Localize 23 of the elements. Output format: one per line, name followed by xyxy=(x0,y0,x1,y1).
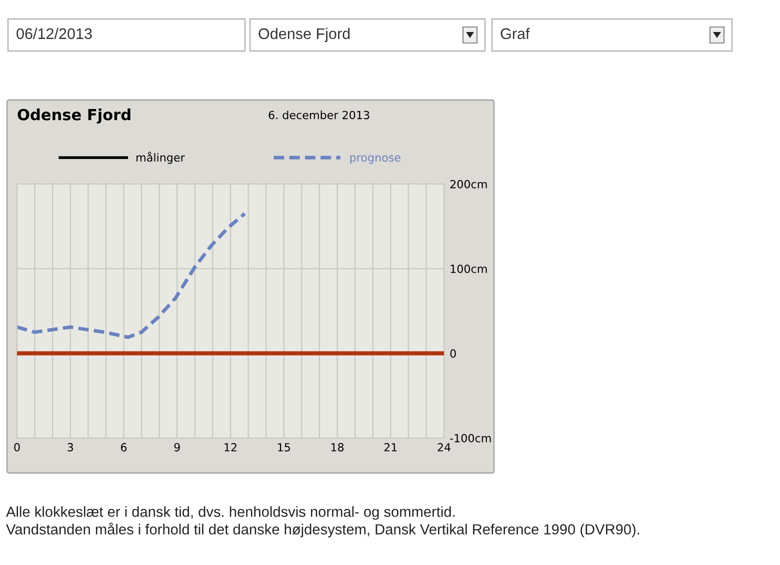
x-tick-label: 21 xyxy=(384,443,397,452)
text: Graf xyxy=(500,28,530,40)
x-tick-label: 15 xyxy=(278,443,290,452)
x-tick-label: 9 xyxy=(174,443,180,452)
x-tick-label: 18 xyxy=(331,443,344,452)
y-tick-label: -100cm xyxy=(450,434,491,442)
chart-title: Odense Fjord xyxy=(18,108,130,124)
text: 06/12/2013 xyxy=(16,28,92,40)
text: Alle klokkeslæt er i dansk tid, dvs. henholdsvis normal- og sommertid. xyxy=(6,506,454,520)
legend-label: målinger xyxy=(136,152,185,164)
x-tick-label: 12 xyxy=(224,443,236,452)
line-series xyxy=(17,212,246,339)
chart-subtitle: 6. december 2013 xyxy=(268,110,370,120)
x-tick-label: 3 xyxy=(68,443,74,452)
x-tick-label: 24 xyxy=(438,443,450,452)
y-tick-label: 0 xyxy=(450,349,456,358)
text: prognose xyxy=(350,155,400,164)
text: Odense Fjord xyxy=(258,28,350,42)
y-tick-label: 100cm xyxy=(450,264,487,274)
text: Vandstanden måles i forhold til det danske højdesystem, Dansk Vertikal Reference 1990 (DVR90). xyxy=(6,522,640,538)
y-tick-label: 200cm xyxy=(450,180,487,188)
x-tick-label: 6 xyxy=(120,443,127,452)
x-tick-label: 0 xyxy=(14,443,20,452)
